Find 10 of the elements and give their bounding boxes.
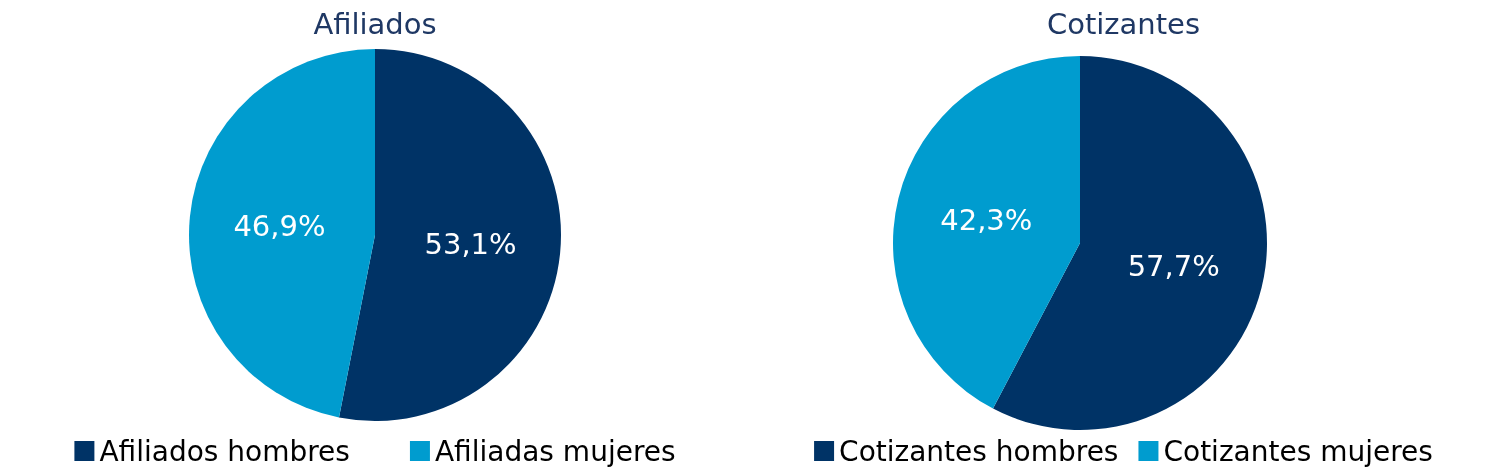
chart-title: Afiliados: [313, 6, 437, 41]
legend-label: Cotizantes mujeres: [1163, 434, 1433, 468]
legend-label: Afiliados hombres: [99, 434, 350, 468]
chart-title: Cotizantes: [1046, 6, 1201, 41]
legend-label: Afiliadas mujeres: [434, 434, 676, 468]
legend-label: Cotizantes hombres: [839, 434, 1119, 468]
data-label: 57,7%: [1127, 249, 1220, 284]
data-label: 53,1%: [424, 227, 517, 262]
data-label: 46,9%: [233, 208, 326, 243]
data-label: 42,3%: [940, 202, 1033, 237]
